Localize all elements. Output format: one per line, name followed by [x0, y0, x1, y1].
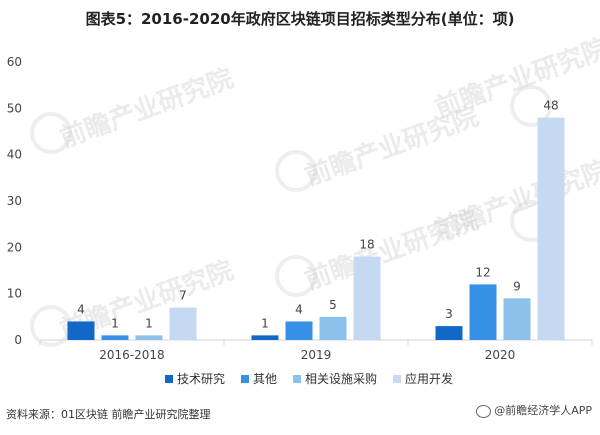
bar	[353, 256, 381, 340]
data-label: 1	[145, 316, 153, 330]
bar	[67, 321, 95, 340]
x-tick-label: 2020	[485, 348, 516, 362]
legend-swatch	[241, 375, 249, 383]
bar	[285, 321, 313, 340]
data-label: 1	[111, 316, 119, 330]
y-tick-label: 10	[7, 287, 22, 301]
chart-title: 图表5：2016-2020年政府区块链项目招标类型分布(单位：项)	[85, 10, 515, 28]
bar	[101, 335, 129, 340]
bar	[251, 335, 279, 340]
data-label: 12	[475, 265, 490, 279]
bar	[135, 335, 163, 340]
bar	[319, 316, 347, 340]
legend-swatch	[165, 375, 173, 383]
bar	[503, 298, 531, 340]
bar	[469, 284, 497, 340]
y-tick-label: 0	[14, 333, 22, 347]
data-label: 48	[543, 99, 558, 113]
source-note: 资料来源：01区块链 前瞻产业研究院整理	[6, 408, 211, 421]
bar	[537, 117, 565, 340]
legend-label: 技术研究	[177, 371, 225, 386]
data-label: 4	[77, 302, 85, 316]
x-tick-label: 2019	[301, 348, 332, 362]
y-tick-label: 20	[7, 240, 22, 254]
data-label: 5	[329, 298, 337, 312]
legend-label: 其他	[253, 372, 277, 386]
legend-label: 相关设施采购	[305, 371, 377, 386]
y-tick-label: 40	[7, 148, 22, 162]
data-label: 7	[179, 289, 187, 303]
x-tick-label: 2016-2018	[99, 348, 164, 362]
wechat-logo-text: @前瞻经济学人APP	[494, 404, 592, 417]
data-label: 18	[359, 238, 374, 252]
y-tick-label: 30	[7, 194, 22, 208]
legend-swatch	[293, 375, 301, 383]
y-tick-label: 50	[7, 101, 22, 115]
wechat-logo: @前瞻经济学人APP	[476, 402, 592, 418]
data-label: 4	[295, 302, 303, 316]
wechat-icon	[476, 404, 492, 418]
data-label: 9	[513, 279, 521, 293]
data-label: 3	[445, 307, 453, 321]
bar	[169, 307, 197, 340]
bar	[435, 326, 463, 340]
y-tick-label: 60	[7, 55, 22, 69]
legend-label: 应用开发	[405, 371, 453, 386]
legend-swatch	[393, 375, 401, 383]
data-label: 1	[261, 316, 269, 330]
